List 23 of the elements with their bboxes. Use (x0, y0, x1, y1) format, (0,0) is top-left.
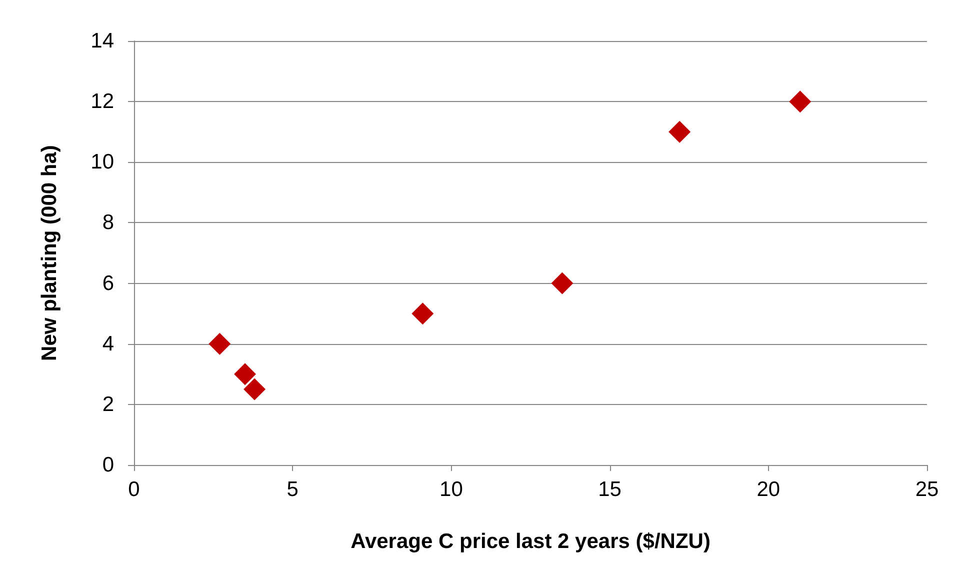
y-tick-label: 4 (102, 332, 114, 356)
point (412, 302, 434, 325)
x-tick-label: 20 (756, 478, 780, 501)
y-tick-label: 6 (102, 272, 114, 295)
y-axis-title: New planting (000 ha) (38, 145, 61, 361)
point (208, 332, 231, 355)
point (551, 272, 574, 294)
x-tick-label: 15 (598, 478, 622, 501)
point (668, 120, 691, 143)
y-tick-label: 2 (102, 392, 114, 416)
point (234, 363, 256, 386)
x-tick-label: 10 (440, 478, 463, 501)
x-tick-label: 25 (915, 478, 939, 501)
y-tick-label: 14 (90, 30, 114, 52)
x-axis-title: Average C price last 2 years ($/NZU) (350, 530, 710, 553)
x-tick-label: 5 (286, 478, 298, 501)
x-tick-label: 0 (128, 478, 140, 501)
y-tick-label: 8 (102, 211, 114, 234)
point (244, 378, 266, 400)
y-tick-label: 10 (90, 150, 114, 174)
y-tick-label: 0 (102, 454, 114, 476)
point (789, 90, 812, 113)
y-tick-label: 12 (90, 90, 114, 114)
